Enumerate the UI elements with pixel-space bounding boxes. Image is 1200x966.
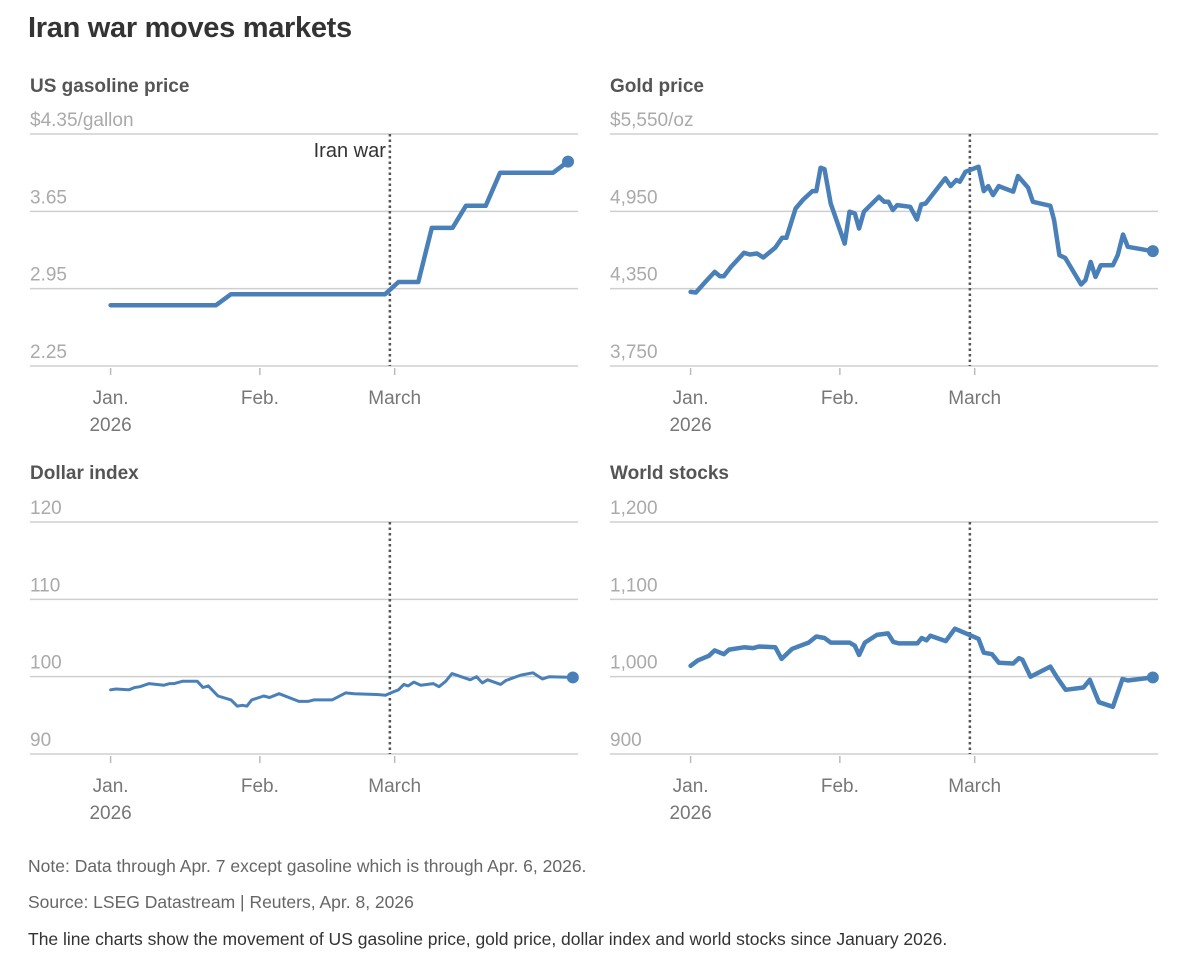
chart-title: Iran war moves markets xyxy=(28,12,352,44)
y-tick-label: 4,950 xyxy=(610,187,658,208)
x-tick-label: March xyxy=(948,388,1001,409)
x-tick-label-year: 2026 xyxy=(669,803,711,824)
panel-title: World stocks xyxy=(610,463,729,484)
charts-grid: US gasoline price $4.35/gallon 3.65 2.95 2.2… xyxy=(30,76,1159,824)
x-tick-label: Jan. xyxy=(93,776,129,797)
y-tick-label: 1,200 xyxy=(610,498,658,519)
series-line xyxy=(688,626,1156,710)
chart-panel-world-stocks: World stocks 1,200 1,100 1,000 900 Jan. 2026 Fe… xyxy=(610,463,1159,824)
footer-note: Note: Data through Apr. 7 except gasolin… xyxy=(28,856,587,876)
x-tick-label: Feb. xyxy=(821,776,859,797)
x-tick-label-year: 2026 xyxy=(89,803,131,824)
footer-description: The line charts show the movement of US … xyxy=(28,929,948,949)
panel-title: Dollar index xyxy=(30,463,139,484)
y-tick-label: 100 xyxy=(30,653,62,674)
y-tick-label: 2.95 xyxy=(30,265,67,286)
y-tick-label: 2.25 xyxy=(30,342,67,363)
y-tick-label: 110 xyxy=(30,575,60,596)
y-tick-label: 90 xyxy=(30,730,51,751)
x-tick-label: Feb. xyxy=(821,388,859,409)
series-end-dot xyxy=(1146,245,1159,258)
chart-panel-dollar-index: Dollar index 120 110 100 90 Jan. 2026 Feb. March xyxy=(30,463,579,824)
y-tick-label: 3.65 xyxy=(30,187,67,208)
x-tick-label-year: 2026 xyxy=(89,415,131,436)
x-tick-label: Jan. xyxy=(673,776,709,797)
x-tick-label: March xyxy=(368,388,421,409)
x-tick-label: Feb. xyxy=(241,388,279,409)
y-tick-label: 4,350 xyxy=(610,265,658,286)
x-tick-label: Feb. xyxy=(241,776,279,797)
footer-source: Source: LSEG Datastream | Reuters, Apr. … xyxy=(28,892,414,912)
iran-war-label: Iran war xyxy=(314,140,387,162)
series-line xyxy=(688,164,1156,295)
y-tick-label: $4.35/gallon xyxy=(30,110,134,131)
x-tick-label: Jan. xyxy=(673,388,709,409)
y-tick-label: 1,000 xyxy=(610,653,658,674)
panel-title: US gasoline price xyxy=(30,76,189,97)
chart-panel-us-gasoline-price: US gasoline price $4.35/gallon 3.65 2.95 2.2… xyxy=(30,76,578,436)
chart-panel-gold-price: Gold price $5,550/oz 4,950 4,350 3,750 Jan. 20… xyxy=(610,76,1159,436)
panel-title: Gold price xyxy=(610,76,704,97)
series-line xyxy=(109,671,575,708)
y-tick-label: 900 xyxy=(610,730,642,751)
y-tick-label: $5,550/oz xyxy=(610,110,693,131)
series-end-dot xyxy=(1146,671,1159,684)
series-line xyxy=(108,159,571,308)
y-tick-label: 120 xyxy=(30,498,62,519)
x-tick-label: March xyxy=(368,776,421,797)
y-tick-label: 3,750 xyxy=(610,342,658,363)
x-tick-label: March xyxy=(948,776,1001,797)
series-end-dot xyxy=(562,155,575,168)
x-tick-label-year: 2026 xyxy=(669,415,711,436)
series-end-dot xyxy=(566,671,579,684)
y-tick-label: 1,100 xyxy=(610,575,658,596)
x-tick-label: Jan. xyxy=(93,388,129,409)
